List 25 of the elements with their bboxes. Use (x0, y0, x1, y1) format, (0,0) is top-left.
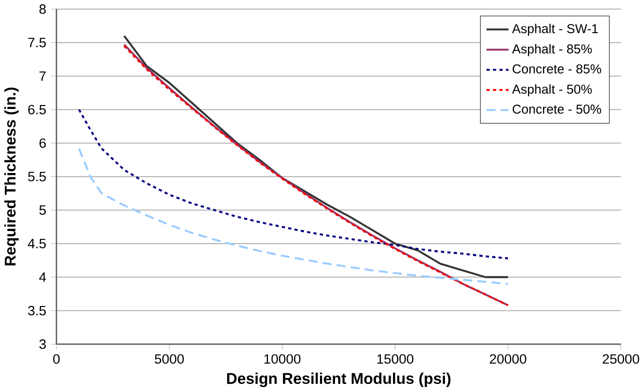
legend-label: Asphalt - 85% (512, 44, 592, 56)
legend-label: Concrete - 85% (512, 64, 602, 74)
y-tick-label: 7.5 (28, 38, 46, 48)
x-tick-label: 25000 (602, 354, 640, 364)
x-tick-label: 10000 (264, 354, 300, 364)
legend-label: Asphalt - SW-1 (512, 24, 598, 36)
y-tick-label: 6 (40, 138, 46, 148)
x-axis-title: Design Resilient Modulus (psi) (227, 372, 450, 387)
y-tick-label: 5 (39, 205, 46, 215)
line-series (78, 108, 509, 260)
legend-label: Concrete - 50% (512, 104, 602, 114)
y-tick-label: 4 (39, 272, 46, 282)
y-tick-label: 6.5 (28, 104, 46, 114)
y-tick-label: 3.5 (28, 306, 46, 316)
y-tick-label: 7 (40, 71, 46, 81)
x-tick-label: 15000 (377, 354, 414, 364)
y-axis-title: Required Thickness (in.) (4, 87, 19, 266)
y-tick-label: 4.5 (28, 238, 46, 248)
x-tick-label: 0 (53, 354, 60, 364)
y-tick-label: 5.5 (28, 172, 46, 182)
y-tick-label: 3 (39, 339, 46, 349)
x-tick-label: 20000 (490, 354, 526, 364)
x-tick-label: 5000 (154, 354, 184, 364)
legend-label: Asphalt - 50% (512, 84, 592, 96)
y-tick-label: 8 (39, 4, 46, 14)
